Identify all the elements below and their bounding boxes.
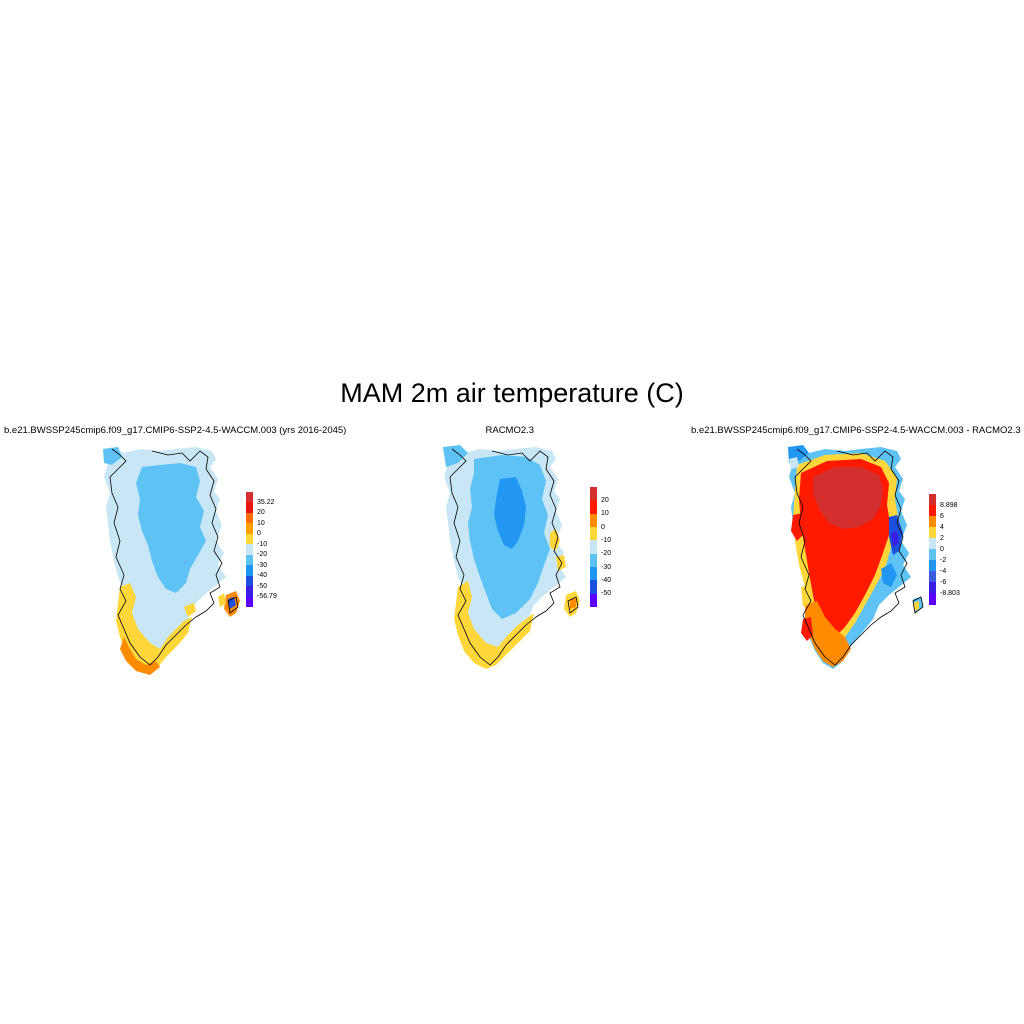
colorbar-difference: 8.898 6 4 2 0 -2 -4 -6 -8.803 — [929, 494, 969, 605]
colorbar-cell — [590, 527, 597, 541]
colorbar-cell — [929, 494, 936, 506]
colorbar-label: 20 — [257, 509, 265, 517]
colorbar-cell — [246, 565, 253, 577]
colorbar-label: -30 — [601, 563, 612, 571]
colorbar-label: -10 — [601, 536, 612, 544]
colorbar-label: 0 — [940, 545, 944, 553]
colorbar-cell — [590, 580, 597, 595]
map-model-coastline — [109, 448, 223, 666]
colorbar-cell — [929, 505, 936, 517]
colorbar-model: 35.22 20 10 0 -10 -20 -30 -40 -50 -56.79 — [246, 492, 286, 608]
colorbar-label: 8.898 — [940, 501, 958, 509]
map-model — [103, 447, 240, 675]
colorbar-label: -40 — [257, 572, 268, 580]
colorbar-label: -56.79 — [257, 593, 277, 601]
colorbar-label: 4 — [940, 523, 944, 531]
colorbar-label: -10 — [257, 540, 268, 548]
colorbar-cell — [246, 512, 253, 524]
colorbar-cell — [929, 527, 936, 539]
colorbar-label: 2 — [940, 534, 944, 542]
panel-model-title: b.e21.BWSSP245cmip6.f09_g17.CMIP6-SSP2-4… — [4, 425, 347, 436]
colorbar-label: 0 — [601, 523, 605, 531]
colorbar-cell — [246, 544, 253, 556]
colorbar-cell — [929, 516, 936, 528]
map-difference-field — [788, 445, 923, 669]
colorbar-cell — [929, 538, 936, 550]
colorbar-label: 0 — [257, 530, 261, 538]
colorbar-label: -2 — [940, 556, 947, 564]
colorbar-cell — [246, 523, 253, 535]
panel-racmo-title: RACMO2.3 — [485, 425, 535, 436]
colorbar-cell — [246, 586, 253, 598]
colorbar-label: -4 — [940, 567, 947, 575]
colorbar-label: 35.22 — [257, 498, 275, 506]
colorbar-label: -40 — [601, 576, 612, 584]
map-racmo-coastline — [449, 448, 563, 666]
map-racmo-field — [443, 445, 580, 669]
colorbar-cell — [929, 549, 936, 561]
colorbar-label: -20 — [257, 551, 268, 559]
colorbar-label: -8.803 — [940, 589, 960, 597]
colorbar-cell — [246, 492, 253, 503]
map-racmo — [443, 445, 580, 669]
colorbar-cell — [590, 500, 597, 515]
colorbar-label: 20 — [601, 496, 609, 504]
colorbar-label: 6 — [940, 512, 944, 520]
colorbar-label: -20 — [601, 550, 612, 558]
colorbar-cell — [246, 533, 253, 545]
colorbar-cell — [246, 502, 253, 514]
colorbar-cell — [590, 487, 597, 501]
colorbar-cell — [590, 567, 597, 581]
map-difference — [788, 445, 924, 669]
figure-title: MAM 2m air temperature (C) — [340, 378, 684, 408]
colorbar-cell — [929, 571, 936, 583]
colorbar-cell — [246, 596, 253, 608]
colorbar-racmo: 20 10 0 -10 -20 -30 -40 -50 — [590, 487, 630, 608]
colorbar-cell — [590, 513, 597, 528]
colorbar-label: 10 — [257, 519, 265, 527]
colorbar-label: -50 — [601, 590, 612, 598]
map-model-field — [103, 447, 240, 675]
colorbar-label: -30 — [257, 561, 268, 569]
colorbar-cell — [929, 582, 936, 594]
colorbar-cell — [590, 540, 597, 555]
map-difference-coastline — [794, 448, 908, 666]
panel-difference-title: b.e21.BWSSP245cmip6.f09_g17.CMIP6-SSP2-4… — [691, 425, 1021, 436]
colorbar-cell — [590, 553, 597, 568]
colorbar-cell — [929, 593, 936, 605]
map-model-coastline-island — [227, 596, 239, 614]
colorbar-label: -6 — [940, 578, 947, 586]
colorbar-label: 10 — [601, 510, 609, 518]
colorbar-cell — [246, 575, 253, 587]
colorbar-cell — [929, 560, 936, 572]
colorbar-label: -50 — [257, 582, 268, 590]
colorbar-cell — [590, 593, 597, 608]
map-difference-coastline-island — [912, 596, 924, 614]
map-racmo-coastline-island — [567, 596, 579, 614]
colorbar-cell — [246, 554, 253, 566]
